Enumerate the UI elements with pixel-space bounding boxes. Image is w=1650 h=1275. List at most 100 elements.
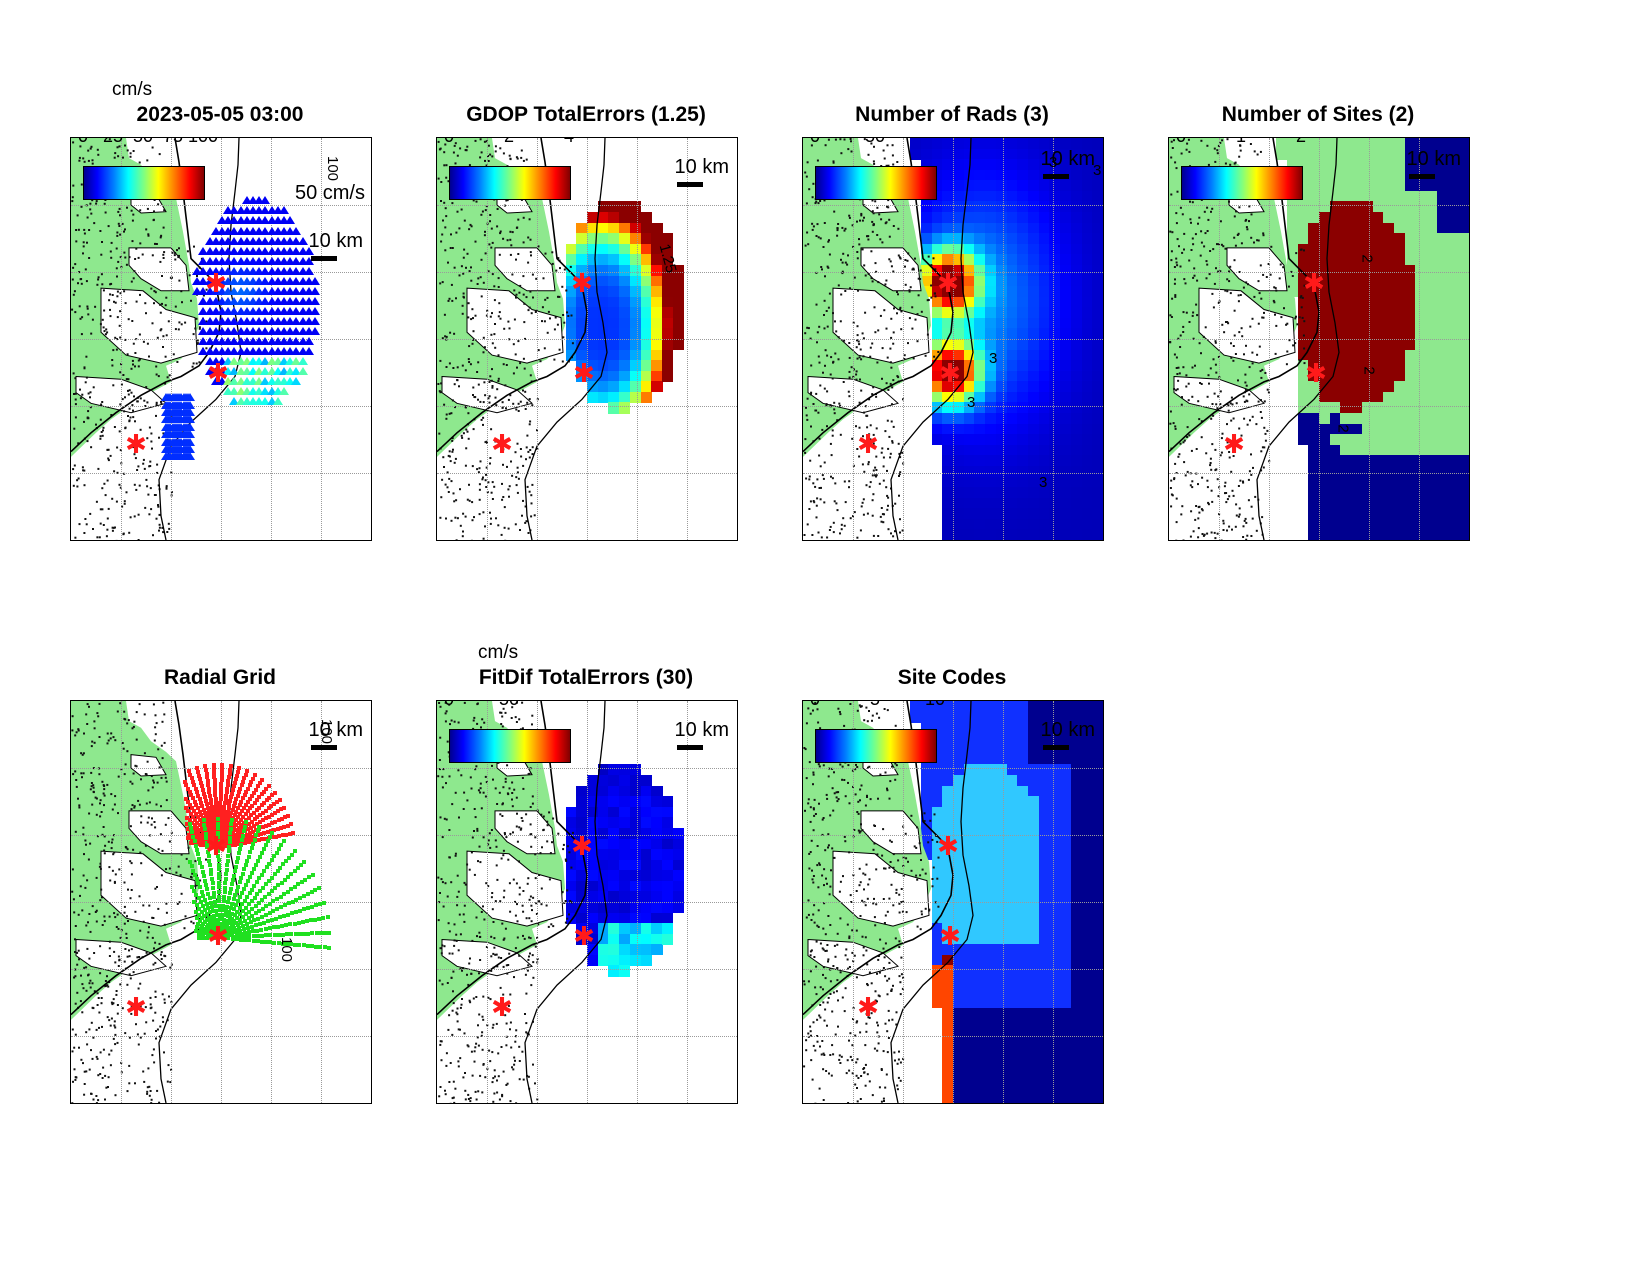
gridline-horizontal xyxy=(803,406,1103,407)
panel-title: Number of Rads (3) xyxy=(802,103,1102,127)
gridline-horizontal xyxy=(803,339,1103,340)
figure-canvas: 2023-05-05 03:00cm/s50 cm/s10010 km02550… xyxy=(0,0,1650,1275)
colorbar xyxy=(1181,166,1303,200)
x-axis-tick xyxy=(121,540,122,541)
y-axis-tick xyxy=(70,205,71,206)
x-axis-tick xyxy=(637,540,638,541)
x-axis-tick xyxy=(1469,540,1470,541)
colorbar-tick-label: 0 xyxy=(444,137,454,147)
colorbar xyxy=(83,166,205,200)
scale-bar-label: 10 km xyxy=(675,156,729,179)
x-axis-tick xyxy=(437,1103,438,1104)
colorbar-tick-label: 25 xyxy=(103,137,123,147)
y-axis-tick xyxy=(436,701,437,702)
contour-label: 3 xyxy=(1039,474,1047,491)
map-axes-gdop-totalerrors[interactable]: 10 km1.2502437°N30'36°N30'35°N30'34°N77°… xyxy=(436,137,738,541)
y-axis-tick xyxy=(1168,339,1169,340)
gridline-vertical xyxy=(1053,701,1054,1103)
x-axis-tick xyxy=(1053,1103,1054,1104)
panel-title: Site Codes xyxy=(802,666,1102,690)
gridline-horizontal xyxy=(803,473,1103,474)
units-label: cm/s xyxy=(112,79,152,101)
x-axis-tick xyxy=(687,1103,688,1104)
y-axis-tick xyxy=(802,1103,803,1104)
scale-bar xyxy=(1409,174,1435,179)
scale-bar xyxy=(1043,174,1069,179)
scale-bar-label: 10 km xyxy=(1407,148,1461,171)
gridline-horizontal xyxy=(437,902,737,903)
colorbar-tick-label: 75 xyxy=(163,137,183,147)
map-axes-totals-vectors[interactable]: 50 cm/s10010 km025507510037°N30'36°N30'3… xyxy=(70,137,372,541)
y-axis-tick xyxy=(436,969,437,970)
colorbar-tick-label: 0 xyxy=(810,137,820,147)
y-axis-tick xyxy=(436,272,437,273)
x-axis-tick xyxy=(803,540,804,541)
y-axis-tick xyxy=(1168,138,1169,139)
y-axis-tick xyxy=(802,406,803,407)
colorbar-tick-label: 0 xyxy=(444,700,454,710)
contour-label: 2 xyxy=(1335,424,1352,432)
y-axis-tick xyxy=(436,902,437,903)
scale-bar xyxy=(311,745,337,750)
y-axis-tick xyxy=(436,540,437,541)
panel-totals-vectors: 2023-05-05 03:00cm/s50 cm/s10010 km02550… xyxy=(70,137,370,539)
x-axis-tick xyxy=(853,1103,854,1104)
colorbar-tick-label: 5 xyxy=(870,700,880,710)
x-axis-tick xyxy=(737,1103,738,1104)
x-axis-tick xyxy=(637,1103,638,1104)
y-axis-tick xyxy=(70,339,71,340)
y-axis-tick xyxy=(802,272,803,273)
panel-fitdif-totalerrors: FitDif TotalErrors (30)cm/s10 km05037°N3… xyxy=(436,700,736,1102)
gridline-horizontal xyxy=(1169,406,1469,407)
gridline-vertical xyxy=(637,701,638,1103)
y-axis-tick xyxy=(70,701,71,702)
y-axis-tick xyxy=(1168,272,1169,273)
x-axis-tick xyxy=(537,1103,538,1104)
gridline-horizontal xyxy=(1169,339,1469,340)
colorbar-tick-label: 10 xyxy=(925,700,945,710)
x-axis-tick xyxy=(1003,540,1004,541)
x-axis-tick xyxy=(371,1103,372,1104)
y-axis-tick xyxy=(1168,406,1169,407)
map-axes-fitdif-totalerrors[interactable]: 10 km05037°N30'36°N30'35°N30'34°N77°W30'… xyxy=(436,700,738,1104)
colorbar-tick-label: 50 xyxy=(133,137,153,147)
scale-bar xyxy=(677,182,703,187)
y-axis-tick xyxy=(70,902,71,903)
x-axis-tick xyxy=(71,1103,72,1104)
x-axis-tick xyxy=(371,540,372,541)
map-axes-site-codes[interactable]: 10 km051037°N30'36°N30'35°N30'34°N77°W30… xyxy=(802,700,1104,1104)
scale-bar-label: 10 km xyxy=(1041,719,1095,742)
contour-label: 3 xyxy=(1049,154,1057,171)
gridline-horizontal xyxy=(437,473,737,474)
y-axis-tick xyxy=(70,1103,71,1104)
x-axis-tick xyxy=(221,540,222,541)
x-axis-tick xyxy=(903,1103,904,1104)
scale-bar xyxy=(1043,745,1069,750)
y-axis-tick xyxy=(802,1036,803,1037)
colorbar xyxy=(449,729,571,763)
y-axis-tick xyxy=(436,406,437,407)
y-axis-tick xyxy=(802,768,803,769)
x-axis-tick xyxy=(1269,540,1270,541)
gridline-horizontal xyxy=(1169,473,1469,474)
x-axis-tick xyxy=(537,540,538,541)
map-axes-number-of-sites[interactable]: 10 km22201237°N30'36°N30'35°N30'34°N77°W… xyxy=(1168,137,1470,541)
colorbar-tick-label: 0 xyxy=(810,700,820,710)
y-axis-tick xyxy=(802,473,803,474)
radial-grid-scatter xyxy=(71,701,371,1103)
x-axis-tick xyxy=(1219,540,1220,541)
panel-title: GDOP TotalErrors (1.25) xyxy=(436,103,736,127)
contour-label: 100 xyxy=(324,156,341,181)
contour-label: 3 xyxy=(989,350,997,367)
gridline-horizontal xyxy=(437,1036,737,1037)
gridline-vertical xyxy=(1003,701,1004,1103)
gridline-vertical xyxy=(1369,138,1370,540)
map-axes-number-of-rads[interactable]: 10 km3333305037°N30'36°N30'35°N30'34°N77… xyxy=(802,137,1104,541)
gridline-horizontal xyxy=(437,339,737,340)
y-axis-tick xyxy=(802,339,803,340)
colorbar-tick-label: 100 xyxy=(188,137,218,147)
x-axis-tick xyxy=(271,540,272,541)
map-axes-radial-grid[interactable]: 10010010 km37°N30'36°N30'35°N30'34°N77°W… xyxy=(70,700,372,1104)
panel-radial-grid: Radial Grid10010010 km37°N30'36°N30'35°N… xyxy=(70,700,370,1102)
gridline-vertical xyxy=(687,701,688,1103)
